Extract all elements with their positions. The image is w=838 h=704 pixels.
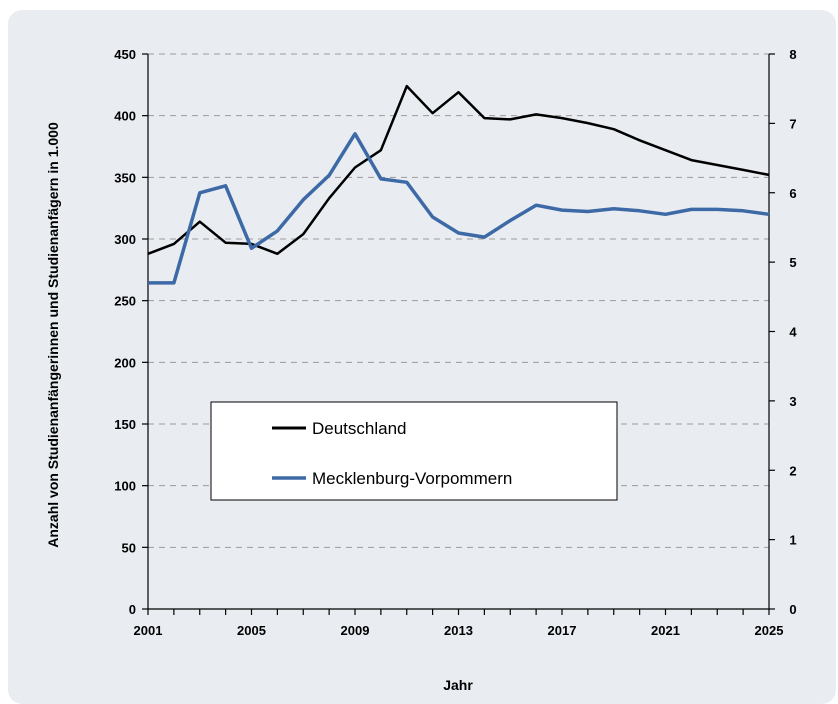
legend-label-deutschland: Deutschland bbox=[312, 419, 407, 438]
y2-tick-label: 1 bbox=[789, 533, 796, 548]
y2-tick-label: 5 bbox=[789, 255, 796, 270]
right-y-tick-labels: 0 1 2 3 4 5 6 7 8 bbox=[789, 47, 797, 617]
legend-label-mv: Mecklenburg-Vorpommern bbox=[312, 469, 512, 488]
x-tick-label: 2009 bbox=[341, 623, 370, 638]
y2-tick-label: 2 bbox=[789, 463, 796, 478]
y-tick-label: 250 bbox=[114, 294, 136, 309]
y-tick-label: 450 bbox=[114, 47, 136, 62]
x-tick-label: 2017 bbox=[548, 623, 577, 638]
x-tick-label: 2001 bbox=[134, 623, 163, 638]
y2-tick-label: 4 bbox=[789, 325, 797, 340]
legend: Deutschland Mecklenburg-Vorpommern bbox=[210, 401, 618, 501]
legend-box bbox=[210, 401, 618, 501]
y-tick-label: 50 bbox=[122, 540, 136, 555]
series-line-mecklenburg-vorpommern bbox=[148, 132, 770, 285]
y-tick-label: 200 bbox=[114, 355, 136, 370]
y-tick-label: 400 bbox=[114, 109, 136, 124]
y-axis-title: Anzahl von Studienanfängerinnen und Stud… bbox=[45, 122, 61, 548]
series-lines bbox=[147, 84, 770, 285]
y-tick-label: 300 bbox=[114, 232, 136, 247]
x-tick-labels: 2001 2005 2009 2013 2017 2021 2025 bbox=[134, 623, 784, 638]
y2-tick-label: 0 bbox=[789, 602, 796, 617]
series-line-deutschland bbox=[147, 84, 770, 256]
x-tick-label: 2005 bbox=[237, 623, 266, 638]
y-tick-label: 150 bbox=[114, 417, 136, 432]
x-tick-label: 2021 bbox=[651, 623, 680, 638]
y2-tick-label: 7 bbox=[789, 116, 796, 131]
axes bbox=[142, 53, 775, 615]
y2-tick-label: 3 bbox=[789, 394, 796, 409]
x-tick-label: 2025 bbox=[755, 623, 784, 638]
x-axis-title: Jahr bbox=[443, 677, 473, 693]
x-tick-label: 2013 bbox=[444, 623, 473, 638]
left-y-tick-labels: 0 50 100 150 200 250 300 350 400 450 bbox=[114, 47, 136, 617]
y-tick-label: 0 bbox=[129, 602, 136, 617]
y-tick-label: 350 bbox=[114, 170, 136, 185]
y2-tick-label: 8 bbox=[789, 47, 796, 62]
y-tick-label: 100 bbox=[114, 479, 136, 494]
chart-panel bbox=[8, 10, 836, 704]
y2-tick-label: 6 bbox=[789, 186, 796, 201]
